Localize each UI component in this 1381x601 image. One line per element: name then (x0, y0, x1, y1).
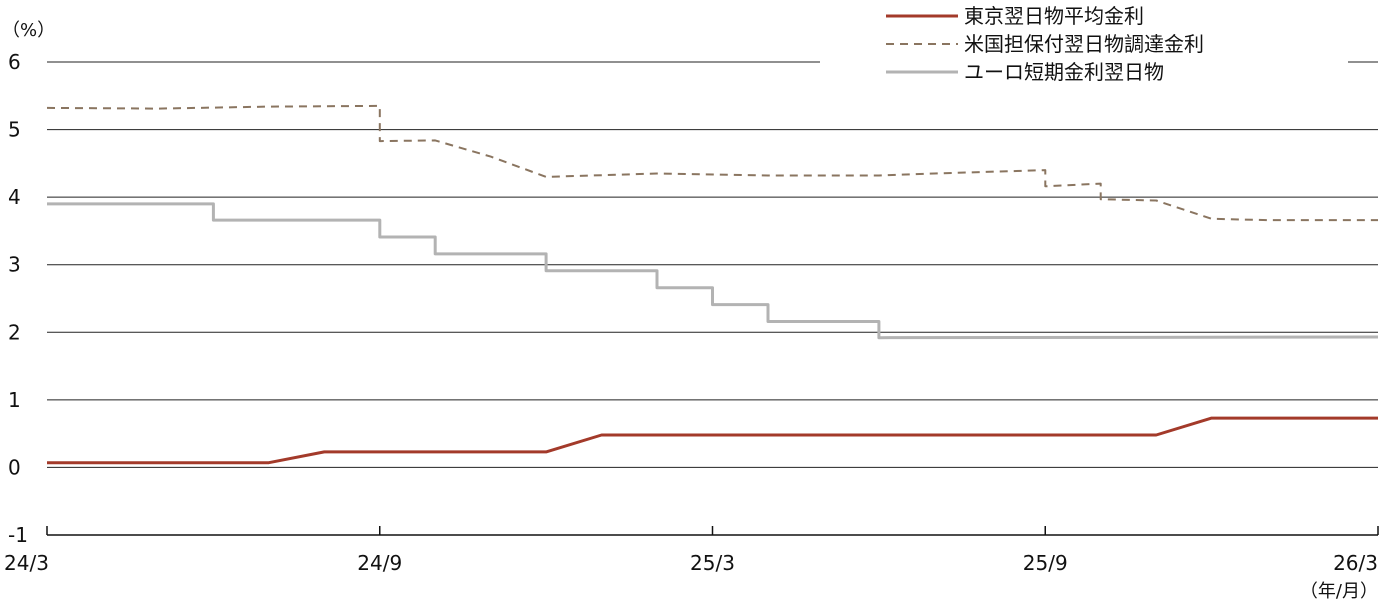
x-tick-label-1: 24/9 (357, 551, 402, 575)
y-tick-label-5: 5 (8, 118, 21, 142)
series-lines (46, 104, 1379, 465)
y-tick-label-1: 1 (8, 388, 21, 412)
x-tick-label-2: 25/3 (690, 551, 735, 575)
legend-label-sofr: 米国担保付翌日物調達金利 (964, 32, 1204, 56)
y-tick-label-2: 2 (8, 320, 21, 344)
y-tick-label-0: 0 (8, 455, 21, 479)
axes: -1 0 1 2 3 4 5 6 （%） 24/3 24/9 25/3 25/9 26/3 （年/月） (2, 20, 1379, 601)
x-tick-label-0: 24/3 (4, 551, 49, 575)
x-tick-label-3: 25/9 (1023, 551, 1068, 575)
y-tick-label--1: -1 (8, 523, 28, 547)
x-tick-label-4: 26/3 (1333, 551, 1378, 575)
y-unit-label: （%） (2, 20, 55, 41)
y-tick-label-3: 3 (8, 253, 21, 277)
gridlines (47, 61, 1378, 468)
x-unit-label: （年/月） (1300, 581, 1378, 601)
legend-label-tonar: 東京翌日物平均金利 (964, 4, 1144, 28)
series-line-estr (47, 202, 1379, 340)
series-line-sofr (46, 104, 1378, 222)
y-tick-label-6: 6 (8, 50, 21, 74)
legend-background (820, 2, 1348, 102)
legend-label-estr: ユーロ短期金利翌日物 (964, 60, 1164, 84)
y-tick-label-4: 4 (8, 185, 21, 209)
series-line-tonar (47, 416, 1378, 465)
